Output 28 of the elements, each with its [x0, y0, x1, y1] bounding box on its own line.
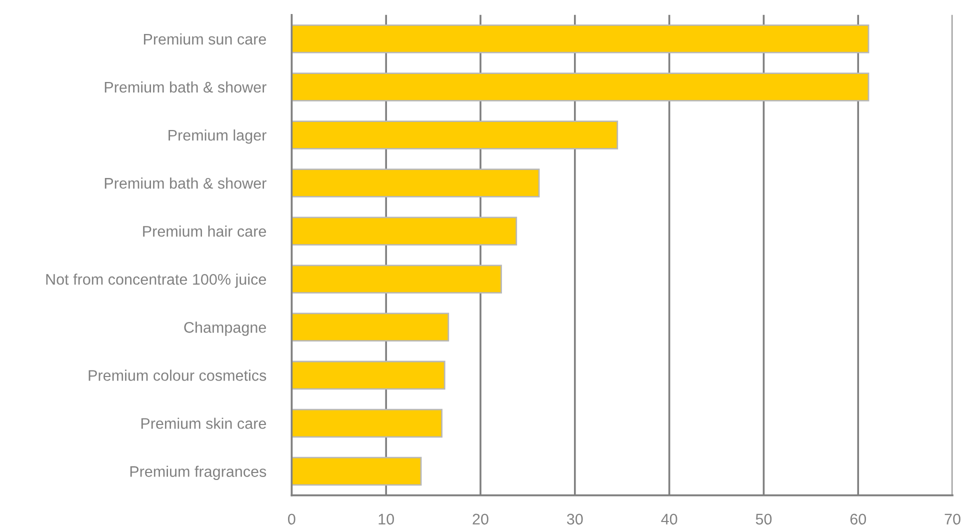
y-tick-label: Not from concentrate 100% juice: [46, 274, 266, 288]
x-tick-label: 20: [472, 514, 488, 525]
bar: [292, 72, 870, 102]
bar: [292, 264, 502, 294]
bar: [292, 216, 518, 246]
bar: [292, 168, 540, 198]
y-tick-label: Premium hair care: [143, 226, 266, 237]
y-tick-label: Premium bath & shower: [104, 81, 266, 93]
bar: [292, 408, 442, 438]
y-tick-label: Champagne: [184, 322, 266, 336]
bar: [292, 456, 422, 486]
x-tick-label: 0: [288, 514, 296, 525]
x-tick-label: 50: [756, 514, 772, 525]
bar: [292, 24, 870, 54]
x-tick-label: 10: [378, 514, 394, 525]
bar: [292, 360, 446, 390]
y-tick-label: Premium bath & shower: [104, 178, 266, 189]
y-tick-label: Premium colour cosmetics: [88, 370, 266, 381]
x-tick-label: 60: [850, 514, 866, 525]
y-tick-label: Premium skin care: [141, 418, 266, 429]
bar: [292, 312, 450, 342]
bar: [292, 120, 618, 150]
y-tick-label: Premium fragrances: [130, 466, 266, 480]
x-tick-label: 70: [944, 514, 960, 525]
x-tick-label: 30: [566, 514, 583, 525]
y-tick-label: Premium lager: [168, 129, 266, 144]
y-tick-label: Premium sun care: [144, 33, 266, 45]
x-tick-label: 40: [661, 514, 678, 525]
